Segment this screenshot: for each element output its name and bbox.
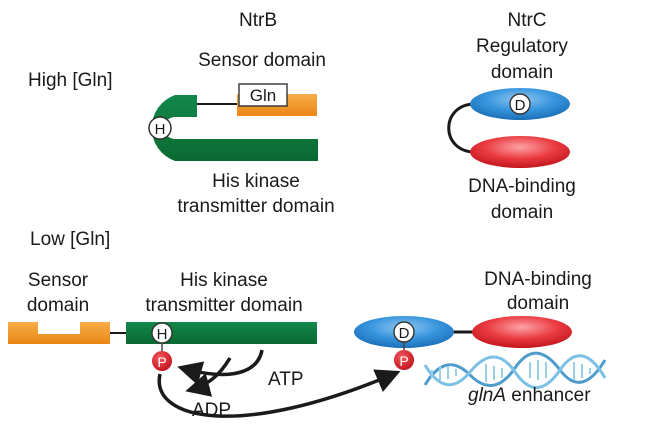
histidine-label-low: H [157, 326, 168, 343]
ntrc-linker-high [447, 102, 476, 154]
ntrb-kinase-domain-high [151, 95, 318, 161]
ntrc-dna-binding-domain-low [472, 316, 572, 348]
adp-release-arrow [185, 357, 232, 397]
phosphate-label-his: P [157, 354, 166, 370]
histidine-marker-high [148, 116, 172, 140]
ntrb-kinase-domain-low [126, 322, 317, 344]
phosphate-label-asp: P [399, 353, 408, 369]
phosphate-on-histidine [152, 351, 172, 371]
atp-to-phosphate-arrow [177, 349, 264, 386]
high-kinase-label-2: transmitter domain [177, 196, 334, 217]
low-gln-label: Low [Gln] [30, 229, 110, 250]
low-dna-binding-label-1: DNA-binding [484, 269, 592, 290]
enhancer-word: enhancer [506, 385, 591, 406]
low-dna-binding-label-2: domain [507, 293, 569, 314]
low-sensor-label-1: Sensor [28, 270, 89, 291]
regulatory-domain-label-2: domain [491, 62, 553, 83]
low-kinase-label-1: His kinase [180, 270, 268, 291]
regulatory-domain-label-1: Regulatory [476, 36, 568, 57]
high-dna-binding-label-2: domain [491, 202, 553, 223]
gln-bound-box [238, 83, 288, 107]
high-gln-label: High [Gln] [28, 70, 112, 91]
glnA-gene-name: glnA [468, 385, 506, 406]
histidine-label-high: H [155, 121, 166, 138]
ntrc-dna-binding-domain-high [470, 136, 570, 168]
glnA-enhancer-label: glnA enhancer [468, 385, 591, 406]
low-kinase-label-2: transmitter domain [145, 295, 302, 316]
ntrb-sensor-domain-low [8, 322, 110, 344]
gln-bound-label: Gln [250, 86, 276, 105]
glnA-enhancer-dna [423, 351, 607, 389]
ntrc-header: NtrC [507, 10, 546, 31]
phosphotransfer-arrow [157, 369, 401, 418]
atp-label: ATP [268, 369, 304, 390]
ntrb-header: NtrB [239, 10, 277, 31]
aspartate-label-high: D [515, 97, 526, 114]
aspartate-marker-high [509, 93, 531, 115]
high-kinase-label-1: His kinase [212, 171, 300, 192]
phosphate-on-aspartate [394, 350, 414, 370]
aspartate-label-low: D [399, 325, 410, 342]
high-sensor-domain-label: Sensor domain [198, 50, 326, 71]
low-sensor-label-2: domain [27, 295, 89, 316]
high-dna-binding-label-1: DNA-binding [468, 176, 576, 197]
